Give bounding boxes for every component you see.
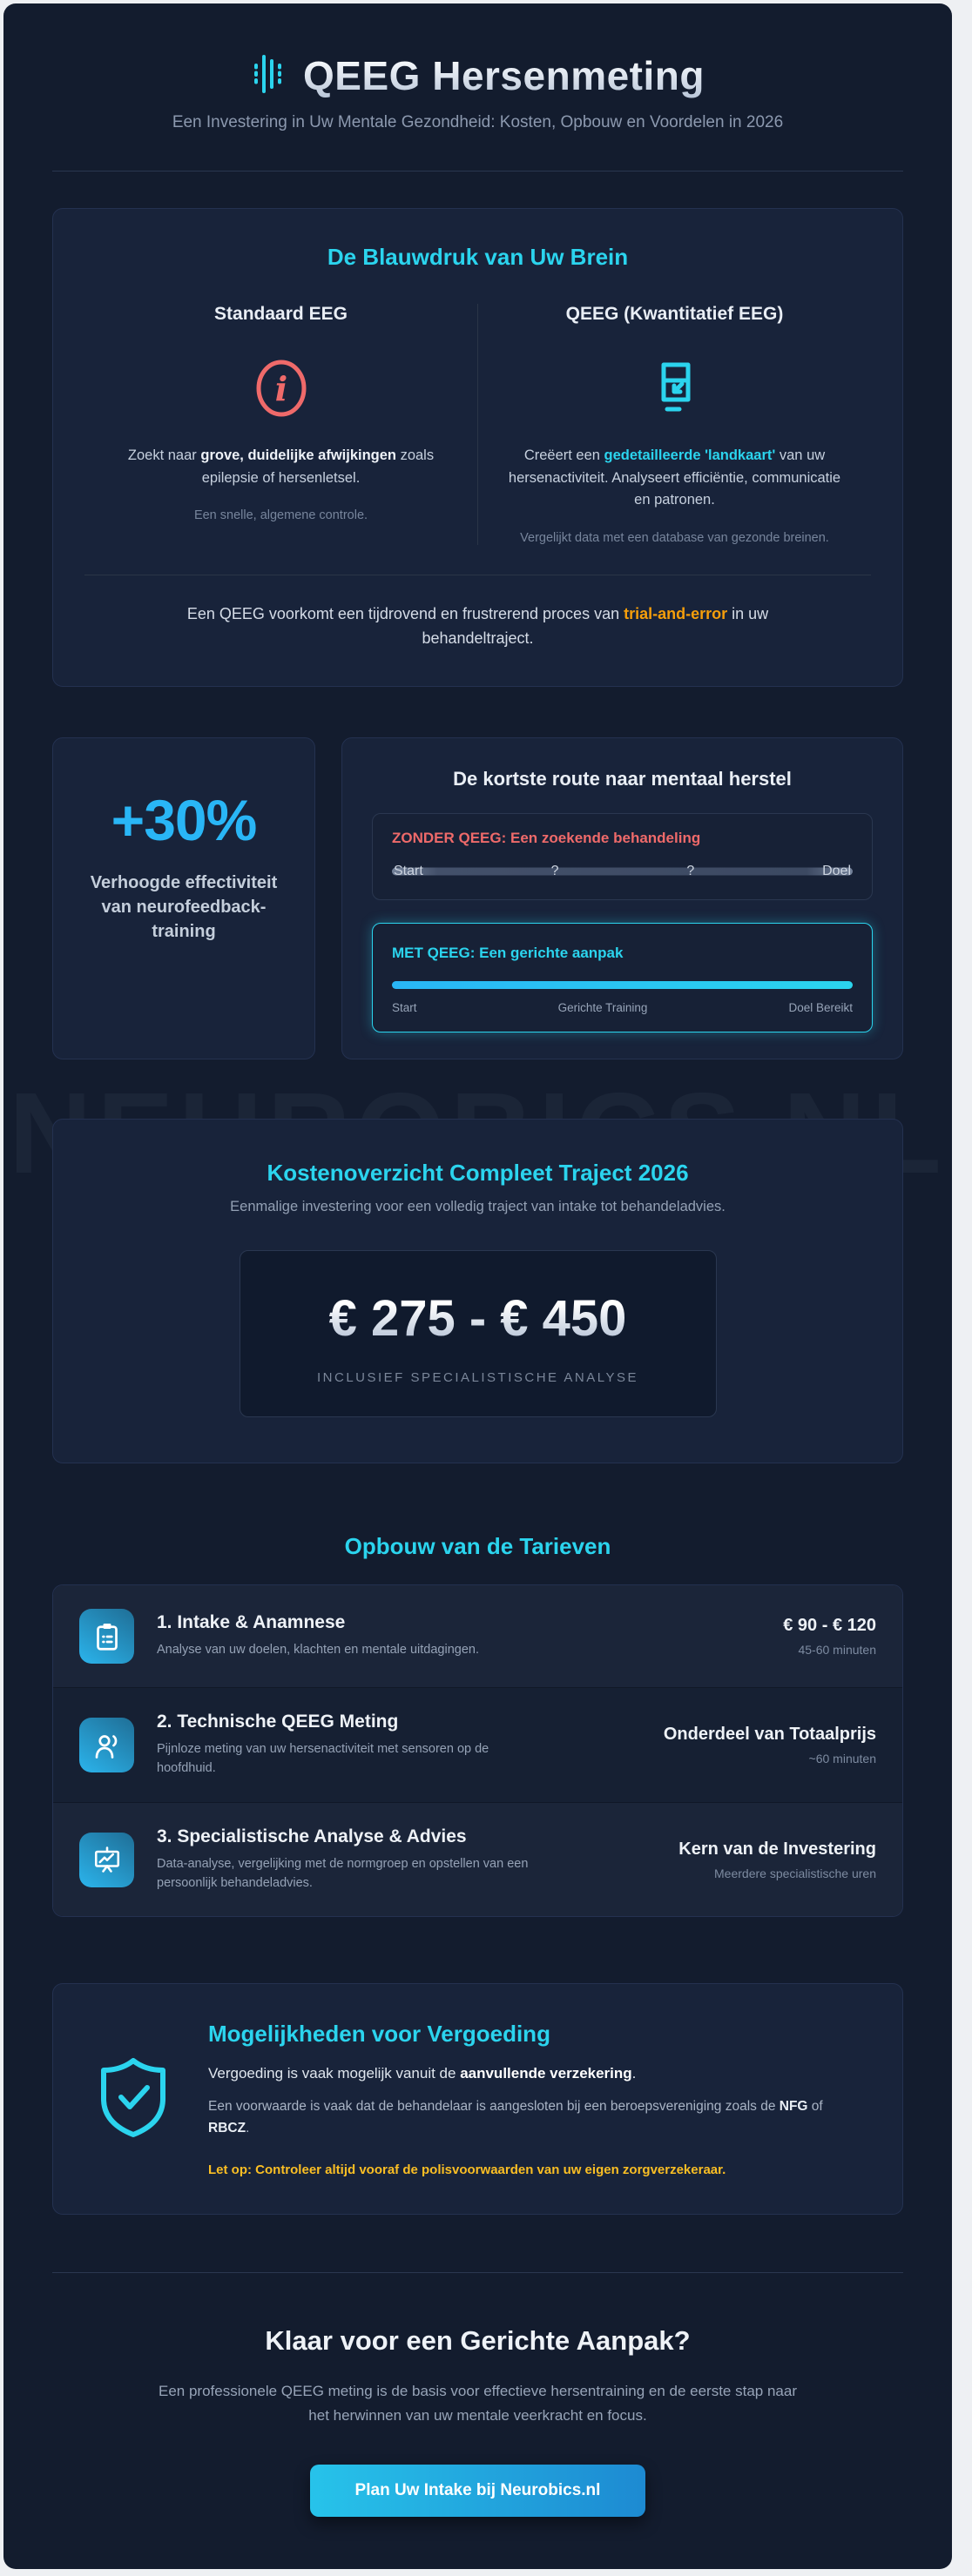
marker-start: Start (394, 864, 423, 879)
tariff-price: Onderdeel van Totaalprijs (663, 1725, 876, 1745)
price-range: € 275 - € 450 (258, 1289, 699, 1348)
price-note: INCLUSIEF SPECIALISTISCHE ANALYSE (317, 1370, 638, 1386)
header: QEEG Hersenmeting Een Investering in Uw … (52, 52, 903, 172)
tariff-title: 2. Technische QEEG Meting (157, 1712, 399, 1732)
marker-training: Gerichte Training (557, 1001, 648, 1015)
standard-eeg-title: Standaard EEG (214, 304, 348, 324)
marker-doel-bereikt: Doel Bereikt (788, 1001, 853, 1015)
without-qeeg-label: ZONDER QEEG: Een zoekende behandeling (392, 830, 701, 847)
tariff-price: Kern van de Investering (678, 1839, 876, 1859)
shield-check-icon (93, 2054, 173, 2145)
blueprint-card: De Blauwdruk van Uw Brein Standaard EEG … (52, 208, 903, 688)
tariff-row-meting: 2. Technische QEEG Meting Pijnloze metin… (53, 1687, 902, 1803)
marker-question-1: ? (550, 864, 559, 879)
qeeg-description: Creëert een gedetailleerde 'landkaart' v… (508, 447, 841, 508)
with-qeeg-progressbar (392, 981, 853, 990)
cost-subtitle: Eenmalige investering voor een volledig … (230, 1199, 726, 1215)
blueprint-footer-note: Een QEEG voorkomt een tijdrovend en frus… (186, 604, 769, 648)
reimbursement-title: Mogelijkheden voor Vergoeding (208, 2021, 550, 2048)
qeeg-column: QEEG (Kwantitatief EEG) Creëert een gede… (477, 304, 871, 545)
reimbursement-line1: Vergoeding is vaak mogelijk vanuit de aa… (208, 2065, 637, 2082)
marker-doel: Doel (822, 864, 851, 879)
tariff-description: Data-analyse, vergelijking met de normgr… (157, 1856, 529, 1890)
svg-text:i: i (274, 369, 287, 408)
cta-section: Klaar voor een Gerichte Aanpak? Een prof… (52, 2325, 903, 2517)
tariff-title: 1. Intake & Anamnese (157, 1612, 346, 1633)
stat-value: +30% (111, 788, 258, 853)
tariff-duration: 45-60 minuten (798, 1643, 876, 1658)
stat-label: Verhoogde effectiviteit van neurofeedbac… (90, 873, 278, 942)
footer-divider (52, 2271, 903, 2273)
effectiveness-stat-card: +30% Verhoogde effectiviteit van neurofe… (52, 737, 315, 1060)
standard-eeg-note: Een snelle, algemene controle. (193, 508, 368, 523)
without-qeeg-progressbar: Start ? ? Doel (392, 861, 853, 882)
cost-title: Kostenoverzicht Compleet Traject 2026 (267, 1160, 689, 1187)
qeeg-note: Vergelijkt data met een database van gez… (520, 530, 829, 545)
with-qeeg-label: MET QEEG: Een gerichte aanpak (392, 945, 624, 962)
cta-text: Een professionele QEEG meting is de basi… (158, 2382, 797, 2424)
tariff-description: Pijnloze meting van uw hersenactiviteit … (157, 1742, 489, 1776)
tariff-row-intake: 1. Intake & Anamnese Analyse van uw doel… (53, 1585, 902, 1688)
brain-map-icon (508, 354, 841, 422)
tariff-description: Analyse van uw doelen, klachten en menta… (157, 1643, 480, 1658)
tariffs-title: Opbouw van de Tarieven (344, 1533, 611, 1560)
marker-start: Start (392, 1001, 417, 1015)
price-box: € 275 - € 450 INCLUSIEF SPECIALISTISCHE … (239, 1250, 717, 1418)
stats-section: +30% Verhoogde effectiviteit van neurofe… (52, 737, 903, 1060)
tariffs-list: 1. Intake & Anamnese Analyse van uw doel… (52, 1584, 903, 1918)
head-sensors-icon (79, 1718, 134, 1773)
brainwave-icon (251, 53, 289, 99)
route-card: De kortste route naar mentaal herstel ZO… (341, 737, 903, 1060)
tariff-title: 3. Specialistische Analyse & Advies (157, 1826, 467, 1846)
without-qeeg-box: ZONDER QEEG: Een zoekende behandeling St… (372, 813, 873, 901)
blueprint-title: De Blauwdruk van Uw Brein (327, 244, 629, 270)
cta-title: Klaar voor een Gerichte Aanpak? (265, 2324, 691, 2356)
clipboard-icon (79, 1609, 134, 1665)
with-qeeg-box: MET QEEG: Een gerichte aanpak Start Geri… (372, 923, 873, 1033)
header-divider (52, 171, 903, 172)
marker-question-2: ? (686, 864, 695, 879)
reimbursement-line2: Een voorwaarde is vaak dat de behandelaa… (208, 2099, 823, 2136)
tariff-price: € 90 - € 120 (783, 1616, 876, 1636)
cost-card: Kostenoverzicht Compleet Traject 2026 Ee… (52, 1119, 903, 1464)
route-title: De kortste route naar mentaal herstel (453, 768, 792, 790)
page-subtitle: Een Investering in Uw Mentale Gezondheid… (172, 113, 784, 131)
standard-eeg-column: Standaard EEG i Zoekt naar grove, duidel… (84, 304, 477, 545)
info-icon: i (114, 354, 448, 422)
standard-eeg-description: Zoekt naar grove, duidelijke afwijkingen… (127, 447, 435, 486)
tariff-duration: ~60 minuten (808, 1752, 876, 1766)
page-title: QEEG Hersenmeting (303, 53, 705, 98)
analysis-chart-icon (79, 1832, 134, 1887)
qeeg-title: QEEG (Kwantitatief EEG) (565, 304, 784, 324)
reimbursement-warning: Let op: Controleer altijd vooraf de poli… (208, 2162, 726, 2177)
reimbursement-card: Mogelijkheden voor Vergoeding Vergoeding… (52, 1983, 903, 2215)
infographic-panel: NEUROBICS.NL QEEG Hersenmeting Een Inves… (3, 3, 952, 2569)
plan-intake-button[interactable]: Plan Uw Intake bij Neurobics.nl (309, 2464, 646, 2517)
tariff-duration: Meerdere specialistische uren (714, 1866, 876, 1880)
tariff-row-analyse: 3. Specialistische Analyse & Advies Data… (53, 1802, 902, 1917)
